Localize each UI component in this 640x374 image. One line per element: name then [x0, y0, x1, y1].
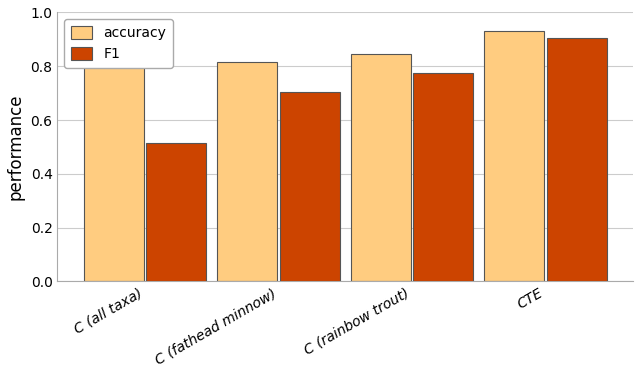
Bar — [413, 73, 474, 281]
Bar — [147, 143, 206, 281]
Bar — [84, 50, 143, 281]
Y-axis label: performance: performance — [7, 94, 25, 200]
Bar — [547, 38, 607, 281]
Bar — [351, 54, 411, 281]
Legend: accuracy, F1: accuracy, F1 — [64, 19, 173, 68]
Bar — [217, 62, 277, 281]
Bar — [280, 92, 340, 281]
Bar — [484, 31, 544, 281]
